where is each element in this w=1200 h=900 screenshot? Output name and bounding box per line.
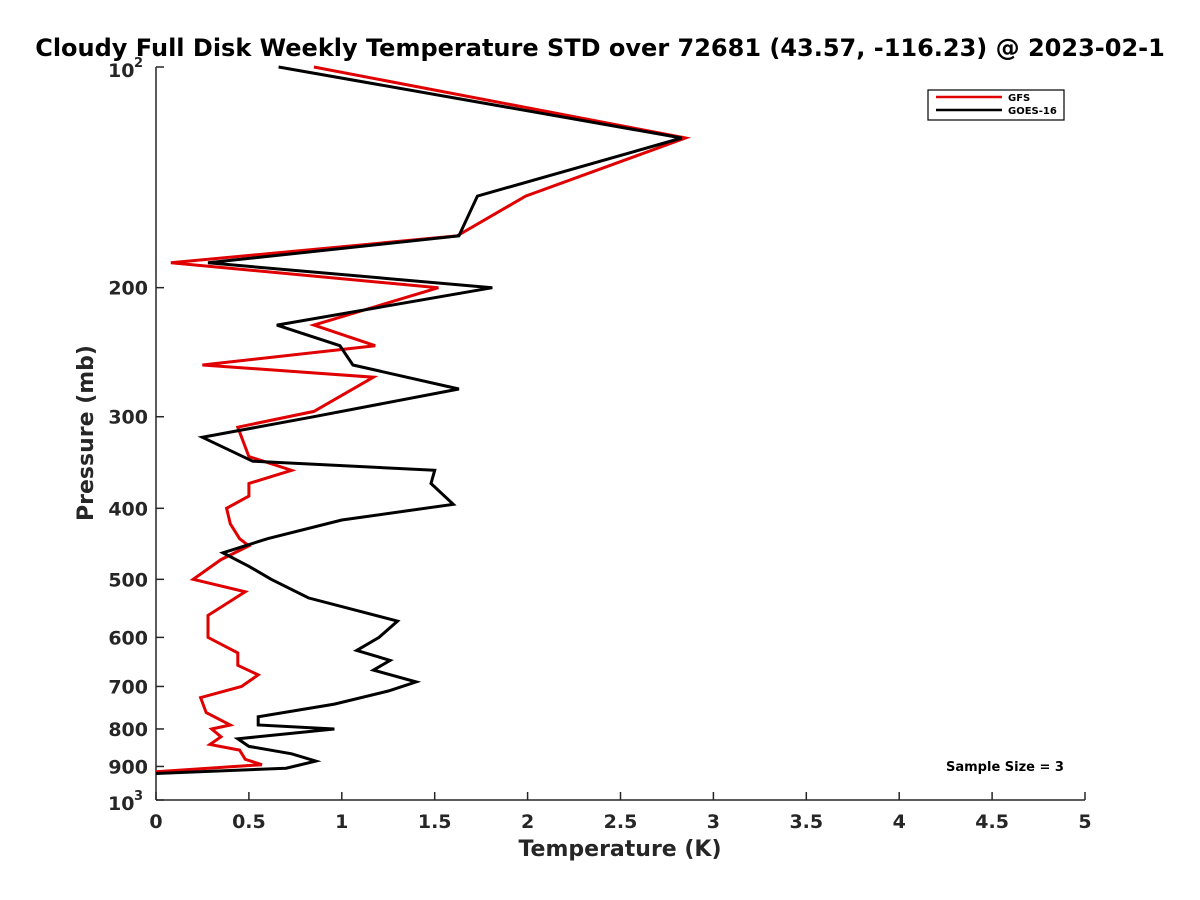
y-tick-label: 300 [108,407,148,429]
series-line-gfs [155,65,692,774]
legend-label-goes16: GOES-16 [1008,106,1057,117]
y-tick-label: 800 [108,719,148,741]
x-tick-label: 1.5 [418,811,452,833]
x-tick-label: 0 [149,811,162,833]
legend-box [927,89,1065,121]
y-tick-exponent: 3 [134,789,143,804]
plot-area: 0 0.5 1 1.5 2 2.5 3 3.5 4 4.5 5 10 2200300400500600… [108,56,1092,833]
x-tick-label: 2 [521,811,534,833]
series-lines [155,65,692,775]
y-tick-label: 600 [108,627,148,649]
series-line-goes16 [155,65,683,775]
x-tick-label: 5 [1078,811,1091,833]
y-tick-label: 10 [108,60,134,82]
y-tick-label: 900 [108,756,148,778]
y-tick-label: 500 [108,569,148,591]
x-axis-label: Temperature (K) [518,837,721,862]
y-tick-exponent: 2 [134,56,143,71]
x-tick-label: 0.5 [232,811,266,833]
y-tick-label: 200 [108,278,148,300]
sample-size-annotation: Sample Size = 3 [946,760,1064,775]
y-tick-label: 700 [108,676,148,698]
chart-title: Cloudy Full Disk Weekly Temperature STD … [35,34,1165,62]
legend-label-gfs: GFS [1008,93,1030,104]
x-tick-label: 3 [707,811,720,833]
legend: GFS GOES-16 [927,89,1065,121]
y-tick-label: 10 [108,793,134,815]
x-ticks: 0 0.5 1 1.5 2 2.5 3 3.5 4 4.5 5 [149,792,1092,833]
x-tick-label: 4.5 [975,811,1009,833]
y-axis-label: Pressure (mb) [74,345,99,521]
y-tick-label: 400 [108,498,148,520]
x-tick-label: 4 [893,811,906,833]
x-tick-label: 3.5 [789,811,823,833]
x-tick-label: 1 [335,811,348,833]
x-tick-label: 2.5 [604,811,638,833]
